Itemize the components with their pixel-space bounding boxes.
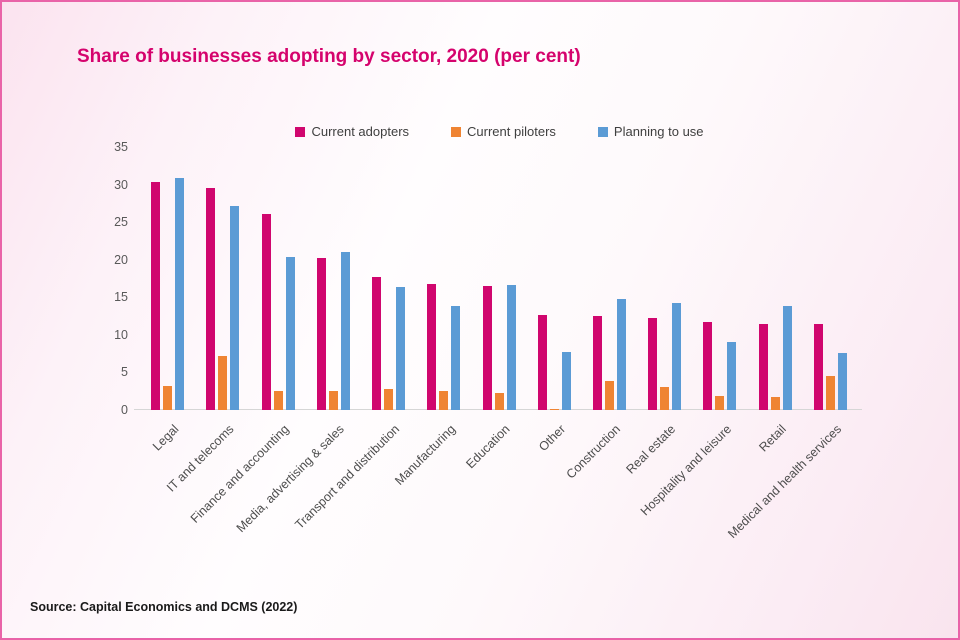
bar-planning-to-use [782,306,792,410]
legend-item-current-piloters: Current piloters [451,124,556,139]
bar-current-piloters [384,388,394,410]
bar-planning-to-use [340,252,350,410]
legend-swatch-piloters [451,126,462,137]
bar-planning-to-use [230,206,240,410]
x-axis-label: Real estate [623,422,679,477]
bar-planning-to-use [727,342,737,410]
bar-current-adopters [372,277,382,410]
bar-current-adopters [537,314,547,410]
bar-current-piloters [660,387,670,410]
legend-swatch-adopters [295,126,306,137]
plot-area: 0 5 10 15 20 25 30 35 Legal IT and telecoms Financ… [114,140,862,541]
y-tick-label: 35 [114,140,128,154]
bar-current-piloters [825,376,835,410]
bar-current-piloters [328,391,338,410]
bar-current-adopters [592,316,602,410]
bar-current-piloters [439,391,449,410]
x-axis-label: Legal [149,422,182,454]
x-axis-label: Construction [563,422,624,482]
x-axis-label: Media, advertising & sales [234,422,348,536]
legend-label: Current piloters [467,124,556,139]
bar-current-piloters [604,381,614,410]
bar-planning-to-use [285,256,295,410]
legend-label: Current adopters [311,124,410,139]
y-tick-label: 10 [114,327,128,342]
y-tick-label: 25 [114,215,128,230]
source-note: Source: Capital Economics and DCMS (2022… [30,600,298,614]
y-tick-label: 5 [121,365,128,380]
y-tick-label: 20 [114,252,128,267]
bar-current-adopters [813,324,823,410]
x-axis-label: Transport and distribution [292,422,403,532]
bar-planning-to-use [451,306,461,410]
y-tick-label: 30 [114,177,128,192]
legend-item-current-adopters: Current adopters [295,124,409,139]
bar-planning-to-use [506,284,516,410]
x-axis-label: Other [536,422,569,455]
x-axis-label: Retail [756,422,790,455]
bar-current-adopters [427,283,437,410]
chart-title: Share of businesses adopting by sector, … [77,46,581,67]
y-tick-label: 15 [114,290,128,305]
bar-current-adopters [151,182,161,410]
bar-current-adopters [703,322,713,410]
bar-current-piloters [218,355,228,410]
x-axis-label: Medical and health services [725,422,845,541]
bar-planning-to-use [616,298,626,410]
legend-swatch-planning [597,126,608,137]
bar-current-piloters [770,397,780,410]
bar-planning-to-use [175,177,185,410]
bar-planning-to-use [561,352,571,410]
bar-planning-to-use [672,302,682,410]
legend: Current adopters Current piloters Planni… [137,124,862,139]
bar-planning-to-use [837,352,847,410]
x-axis-label: Education [463,422,513,472]
bar-current-adopters [648,318,658,410]
bar-current-adopters [261,213,271,410]
bar-current-adopters [758,324,768,410]
bar-current-piloters [163,385,173,410]
bar-current-adopters [482,286,492,410]
bar-current-adopters [206,188,216,410]
legend-label: Planning to use [613,124,704,139]
x-axis-label: Finance and accounting [188,422,292,526]
bar-current-piloters [273,391,283,410]
bar-current-piloters [549,408,559,410]
y-tick-label: 0 [121,403,128,417]
bar-current-adopters [316,258,326,410]
bar-current-piloters [494,392,504,410]
legend-item-planning-to-use: Planning to use [597,124,704,139]
bar-planning-to-use [396,286,406,410]
bar-current-piloters [715,395,725,410]
